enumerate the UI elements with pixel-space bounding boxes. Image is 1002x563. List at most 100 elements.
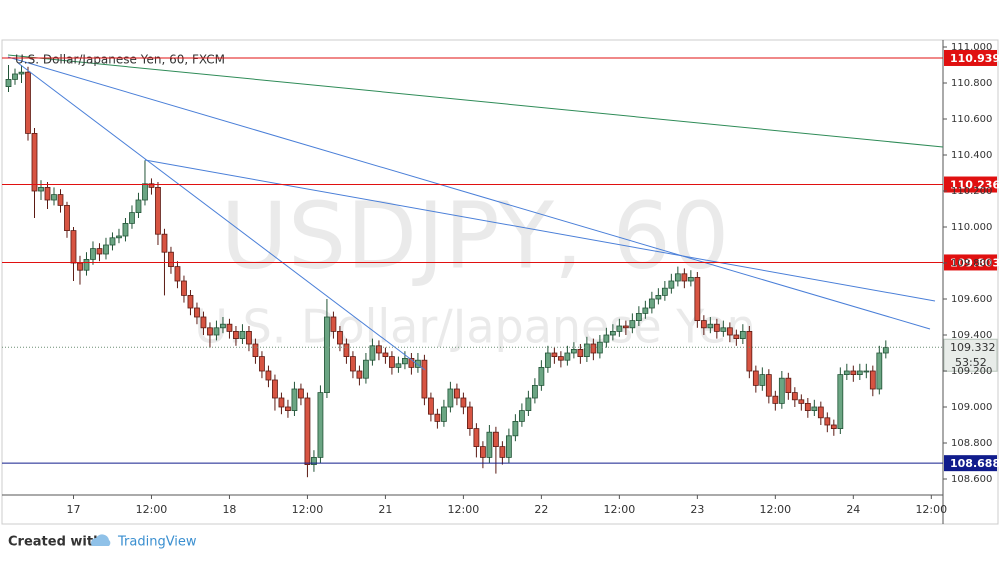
candle-body (518, 410, 525, 422)
candle-body (57, 194, 64, 206)
y-tick-label: 110.800 (951, 78, 992, 89)
candle-body (155, 186, 161, 235)
candle-body (759, 374, 766, 386)
x-tick-label: 12:00 (136, 503, 168, 516)
candle-body (635, 312, 642, 321)
price-label-box (944, 49, 997, 66)
trend-line (144, 159, 936, 302)
candle-body (499, 446, 506, 458)
y-tick-label: 111.000 (951, 42, 992, 53)
candle-body (70, 230, 77, 264)
candle-body (583, 343, 590, 357)
x-tick-label: 21 (378, 503, 392, 516)
candle-body (531, 384, 538, 399)
candle-body (570, 348, 577, 354)
candle-body (564, 352, 571, 361)
candle-body (876, 352, 883, 390)
candle-body (700, 320, 707, 329)
candle-body (798, 399, 805, 404)
candle-body (505, 435, 512, 458)
candle-body (304, 397, 311, 465)
candle-body (830, 424, 837, 429)
price-label: 108.688 (950, 457, 1000, 470)
candle-body (181, 280, 187, 296)
candle-body (44, 186, 51, 201)
watermark-subtitle: U.S. Dollar/Japanese Yen (194, 300, 755, 354)
candle-body (603, 334, 610, 343)
price-label: 109.803 (950, 256, 1000, 269)
x-tick-label: 12:00 (292, 503, 324, 516)
y-tick-label: 110.400 (951, 150, 992, 161)
candle-body (648, 298, 655, 309)
candle-body (109, 237, 116, 246)
candle-body (239, 330, 246, 339)
candle-body (811, 406, 818, 411)
x-tick-label: 23 (690, 503, 704, 516)
y-tick-label: 110.000 (951, 222, 992, 233)
candle-body (408, 357, 415, 368)
candle-body (869, 370, 876, 390)
candle-body (590, 343, 597, 354)
candle-body (129, 212, 135, 224)
candle-body (90, 248, 96, 260)
candle-body (661, 287, 668, 296)
candle-body (882, 347, 889, 354)
price-labels: 110.939 110.236 109.803 108.688 109.332 53:52 (943, 49, 1000, 472)
candle-body (161, 233, 168, 253)
candle-body (187, 294, 194, 309)
candle-body (83, 258, 90, 271)
price-label-box (944, 176, 997, 193)
candle-body (629, 320, 636, 329)
candle-body (51, 194, 57, 201)
candle-body (337, 330, 343, 345)
candle-body (577, 348, 584, 357)
candle-body (116, 235, 122, 239)
candle-body (122, 222, 129, 237)
candle-body (148, 183, 155, 188)
candle-body (77, 262, 83, 271)
candle-body (863, 370, 870, 373)
price-label-box (944, 254, 997, 271)
footer-brand[interactable]: TradingView (117, 535, 197, 550)
trend-line (17, 62, 426, 371)
candle-body (200, 316, 207, 329)
y-tick-label: 110.600 (951, 114, 992, 125)
candle-body (389, 356, 395, 368)
candle-body (278, 397, 285, 408)
candle-body (720, 327, 727, 332)
candle-body (726, 327, 733, 336)
candle-body (64, 204, 70, 231)
y-tick-label: 110.200 (951, 186, 992, 197)
y-tick-label: 108.800 (951, 438, 992, 449)
y-tick-label: 109.400 (951, 330, 992, 341)
trend-line (7, 54, 944, 148)
candle-body (174, 266, 181, 282)
candle-body (395, 363, 402, 368)
candle-body (233, 330, 239, 339)
candle-body (538, 366, 545, 386)
candle-body (142, 183, 148, 201)
candle-body (207, 327, 213, 336)
candle-body (785, 377, 792, 394)
x-tick-label: 17 (66, 503, 80, 516)
candle-body (252, 343, 259, 357)
y-tick-label: 109.600 (951, 294, 992, 305)
candle-body (434, 413, 441, 422)
candle-body (707, 323, 714, 329)
candle-body (479, 446, 486, 458)
candle-body (512, 420, 519, 437)
candle-body (791, 392, 798, 401)
candle-body (12, 73, 18, 80)
x-tick-label: 12:00 (759, 503, 791, 516)
candle-body (356, 370, 363, 379)
x-tick-label: 24 (846, 503, 860, 516)
candle-body (415, 359, 421, 368)
candle-body (850, 370, 857, 375)
x-tick-label: 12:00 (915, 503, 947, 516)
candle-body (103, 244, 109, 255)
candle-body (817, 406, 824, 419)
price-label: 110.939 (950, 52, 1000, 65)
candle-body (460, 397, 467, 408)
candle-body (402, 357, 408, 365)
candle-body (492, 431, 499, 448)
